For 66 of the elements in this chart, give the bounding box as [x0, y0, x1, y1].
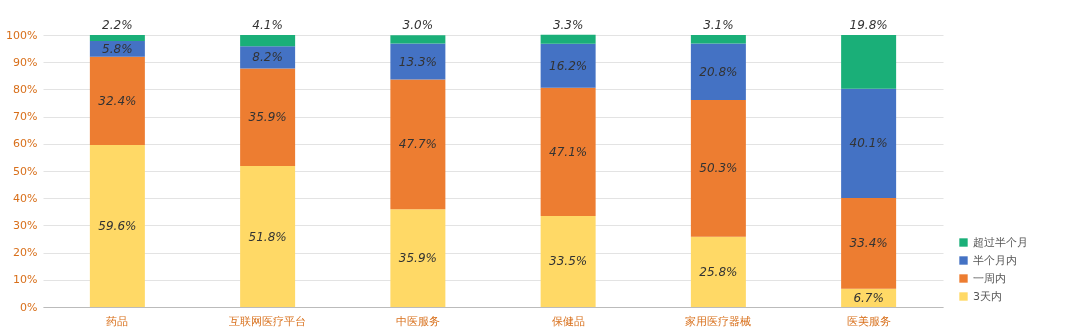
- x-tick-label: 药品: [106, 314, 129, 328]
- y-tick-label: 100%: [6, 28, 38, 42]
- data-label: 47.7%: [398, 137, 437, 152]
- data-label: 33.4%: [849, 236, 888, 251]
- data-label: 16.2%: [549, 58, 588, 73]
- legend-label: 一周内: [973, 271, 1006, 285]
- y-tick-label: 0%: [20, 300, 38, 314]
- x-tick-label: 互联网医疗平台: [229, 314, 307, 328]
- data-label: 6.7%: [853, 290, 884, 305]
- bar: [540, 43, 596, 88]
- y-tick-label: 80%: [13, 82, 38, 96]
- data-label: 25.8%: [699, 264, 738, 279]
- bar: [690, 236, 746, 307]
- bar: [540, 87, 596, 216]
- y-tick-label: 20%: [13, 246, 38, 260]
- data-label: 5.8%: [102, 41, 133, 56]
- data-label: 3.1%: [703, 18, 734, 32]
- bar: [841, 88, 897, 198]
- data-label: 35.9%: [248, 110, 287, 125]
- data-label: 47.1%: [549, 144, 588, 159]
- x-tick-label: 医美服务: [846, 314, 891, 328]
- bar: [240, 68, 296, 167]
- data-label: 20.8%: [699, 64, 738, 79]
- data-label: 40.1%: [849, 136, 888, 151]
- data-label: 8.2%: [252, 50, 283, 65]
- data-label: 4.1%: [252, 18, 283, 32]
- y-tick-label: 40%: [13, 191, 38, 205]
- data-label: 50.3%: [699, 161, 738, 176]
- data-label: 3.3%: [552, 17, 584, 32]
- bar: [841, 197, 897, 289]
- bar: [240, 35, 296, 47]
- x-tick-label: 家用医疗器械: [685, 314, 752, 328]
- bar: [240, 166, 296, 307]
- data-label: 19.8%: [849, 18, 888, 32]
- y-tick-label: 90%: [13, 55, 38, 69]
- bar: [841, 35, 897, 89]
- bar: [89, 144, 145, 307]
- bar: [390, 35, 446, 44]
- data-label: 33.5%: [549, 254, 588, 269]
- bar: [540, 34, 596, 44]
- bar: [89, 35, 145, 41]
- legend-label: 半个月内: [973, 253, 1017, 267]
- bar: [690, 35, 746, 44]
- data-label: 3.0%: [402, 18, 434, 33]
- bar: [390, 209, 446, 307]
- bar: [690, 100, 746, 237]
- bar: [540, 215, 596, 307]
- bar: [390, 79, 446, 210]
- y-tick-label: 10%: [13, 273, 38, 287]
- bar: [690, 43, 746, 101]
- bar: [89, 56, 145, 145]
- y-tick-label: 50%: [13, 164, 38, 178]
- y-tick-label: 30%: [13, 218, 38, 232]
- x-tick-label: 保健品: [551, 314, 585, 328]
- x-tick-label: 中医服务: [395, 314, 440, 328]
- data-label: 59.6%: [98, 218, 137, 233]
- data-label: 13.3%: [398, 54, 437, 69]
- data-label: 2.2%: [102, 18, 133, 32]
- y-tick-label: 70%: [13, 110, 38, 124]
- data-label: 32.4%: [98, 93, 137, 108]
- y-tick-label: 60%: [13, 137, 38, 151]
- legend-label: 3天内: [973, 289, 1002, 303]
- data-label: 35.9%: [398, 251, 437, 266]
- data-label: 51.8%: [248, 229, 287, 244]
- legend-label: 超过半个月: [973, 235, 1028, 249]
- bar: [390, 43, 446, 80]
